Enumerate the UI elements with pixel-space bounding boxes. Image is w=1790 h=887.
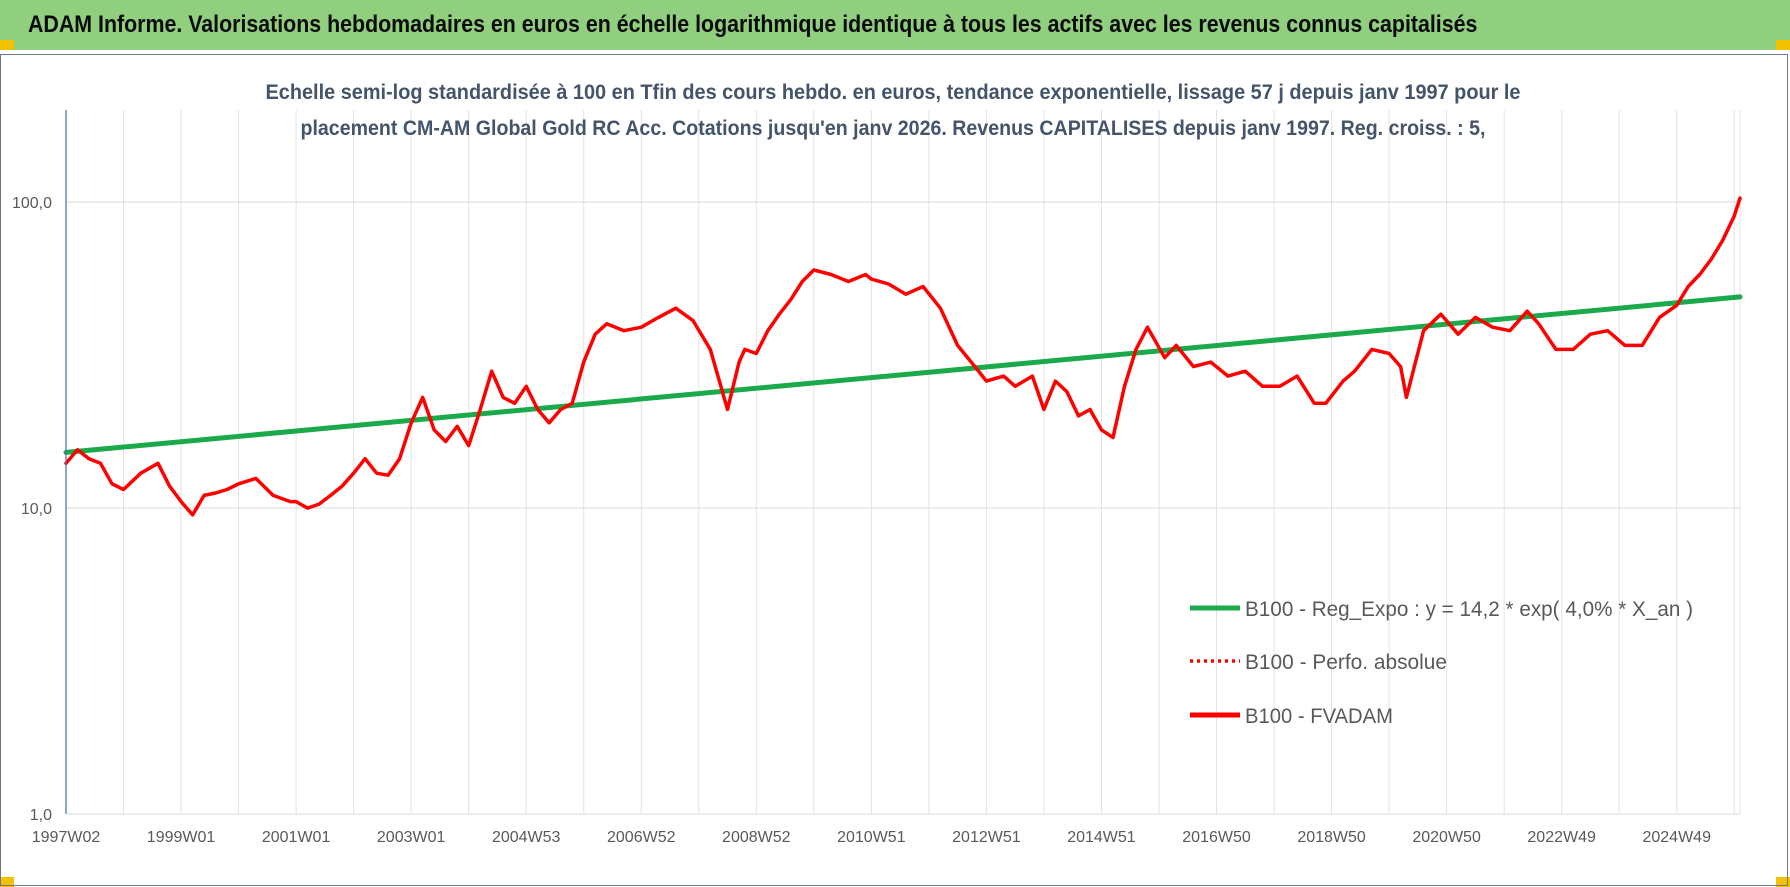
legend-label-reg-expo: B100 - Reg_Expo : y = 14,2 * exp( 4,0% *…: [1245, 598, 1693, 621]
banner-title: ADAM Informe. Valorisations hebdomadaire…: [28, 11, 1478, 38]
banner: ADAM Informe. Valorisations hebdomadaire…: [0, 0, 1790, 50]
chart-subtitle-line-1: Echelle semi-log standardisée à 100 en T…: [266, 81, 1521, 104]
series-line-fvadam: [64, 196, 1742, 517]
y-tick-labels: 100,0 10,0 1,0: [12, 195, 52, 824]
y-tick-label: 1,0: [30, 807, 52, 824]
x-tick-label: 2022W49: [1527, 829, 1596, 846]
y-tick-label: 10,0: [21, 501, 52, 518]
x-tick-label: 2014W51: [1067, 829, 1136, 846]
x-tick-label: 2016W50: [1182, 829, 1251, 846]
corner-marker-top-left: [0, 40, 14, 50]
legend: B100 - Reg_Expo : y = 14,2 * exp( 4,0% *…: [1190, 598, 1693, 728]
x-tick-label: 2020W50: [1412, 829, 1481, 846]
legend-label-perfo-absolue: B100 - Perfo. absolue: [1245, 651, 1447, 674]
x-tick-labels: 1997W02 1999W01 2001W01 2003W01 2004W53 2006W…: [32, 829, 1711, 846]
x-tick-label: 1997W02: [32, 829, 101, 846]
x-tick-label: 2018W50: [1297, 829, 1366, 846]
x-tick-label: 1999W01: [147, 829, 216, 846]
corner-marker-top-right: [1776, 40, 1790, 50]
x-tick-label: 2008W52: [722, 829, 791, 846]
legend-label-fvadam: B100 - FVADAM: [1245, 705, 1393, 728]
x-tick-label: 2003W01: [377, 829, 446, 846]
x-tick-label: 2001W01: [262, 829, 331, 846]
grid-layer: [66, 110, 1741, 814]
corner-marker-bottom-right: [1776, 877, 1790, 887]
corner-marker-bottom-left: [0, 877, 14, 887]
chart-subtitle-line-2: placement CM-AM Global Gold RC Acc. Cota…: [301, 117, 1486, 140]
series-line-reg-expo: [63, 294, 1743, 455]
x-tick-label: 2006W52: [607, 829, 676, 846]
x-tick-label: 2024W49: [1642, 829, 1711, 846]
x-tick-label: 2004W53: [492, 829, 561, 846]
x-tick-label: 2010W51: [837, 829, 906, 846]
series-layer: [63, 196, 1743, 517]
y-tick-label: 100,0: [12, 195, 52, 212]
x-tick-label: 2012W51: [952, 829, 1021, 846]
chart-frame: [0, 54, 1788, 886]
